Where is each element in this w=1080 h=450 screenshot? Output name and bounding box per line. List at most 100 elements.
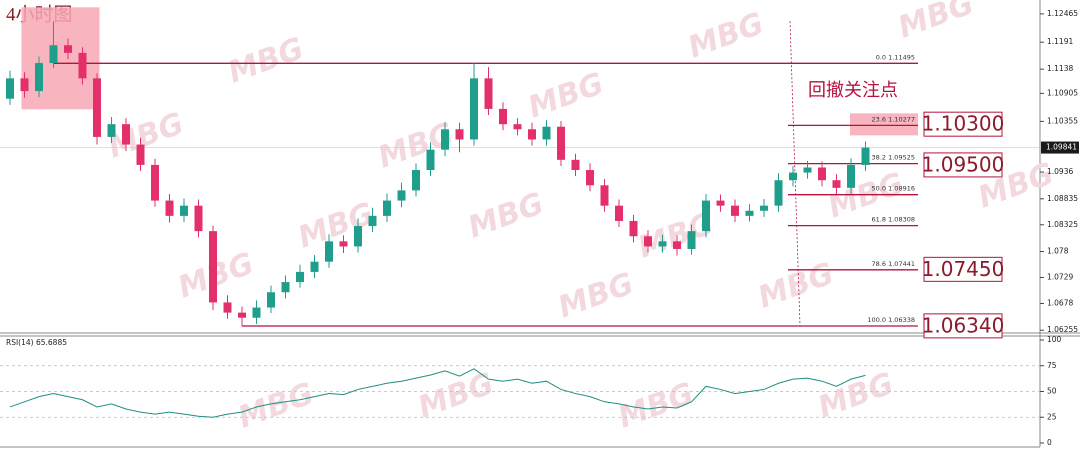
fib-value: 1.09525	[888, 154, 915, 162]
candle-body	[310, 261, 319, 272]
y-tick-label: 1.0936	[1047, 167, 1073, 176]
candle-body	[223, 302, 232, 313]
candle-body	[78, 52, 87, 79]
y-tick-label: 1.08835	[1047, 194, 1078, 203]
candle-body	[49, 45, 58, 64]
candle-body	[296, 271, 304, 283]
y-tick-label: 100	[1047, 335, 1062, 344]
candle-body	[238, 312, 246, 318]
candle-body	[557, 126, 565, 160]
fib-ratio: 50.0	[872, 185, 886, 193]
y-tick-label: 1.10355	[1047, 116, 1078, 125]
candle-body	[615, 205, 623, 221]
candle-body	[789, 172, 797, 181]
candle-body	[673, 241, 681, 249]
candle-body	[455, 129, 464, 140]
y-tick-label: 1.0729	[1047, 272, 1073, 281]
trap-zone	[21, 7, 100, 110]
fib-value: 1.07441	[888, 260, 915, 268]
candle-body	[412, 170, 420, 191]
candle-body	[267, 292, 275, 308]
fib-value: 1.08916	[888, 185, 915, 193]
candle-body	[368, 215, 377, 227]
last-price-label: 1.09841	[1046, 143, 1077, 152]
candle-body	[136, 144, 145, 165]
fib-label: 61.8 1.08308	[872, 216, 915, 224]
candle-body	[107, 124, 116, 137]
callout-box	[923, 152, 1003, 178]
candle-body	[513, 124, 522, 130]
candle-body	[731, 205, 739, 216]
y-tick-label: 1.078	[1047, 247, 1069, 256]
fib-highlight	[850, 113, 918, 136]
y-tick-label: 1.1138	[1047, 64, 1073, 73]
candle-body	[818, 167, 826, 181]
candle-body	[687, 231, 696, 249]
candle-body	[339, 241, 348, 247]
candle-body	[151, 164, 159, 201]
candle-body	[6, 78, 14, 99]
candle-body	[180, 205, 188, 216]
candle-body	[426, 149, 435, 171]
fib-label: 23.6 1.10277	[872, 115, 915, 123]
candle-body	[484, 78, 493, 109]
candle-body	[586, 170, 594, 186]
rsi-label: RSI(14) 65.6885	[6, 338, 67, 347]
y-tick-label: 1.0678	[1047, 298, 1073, 307]
fib-ratio: 0.0	[876, 53, 886, 61]
fib-label: 100.0 1.06338	[867, 316, 915, 324]
candle-body	[252, 307, 261, 318]
candle-body	[542, 126, 551, 140]
candle-body	[499, 108, 507, 125]
callout-label: 1.06340	[922, 313, 1005, 337]
callout-label: 1.07450	[922, 257, 1005, 281]
fib-value: 1.06338	[888, 316, 915, 324]
fib-value: 1.08308	[888, 216, 915, 224]
fib-label: 0.0 1.11495	[876, 53, 915, 61]
callout-box	[923, 256, 1003, 282]
candle-body	[64, 45, 72, 53]
y-tick-label: 25	[1047, 412, 1057, 421]
fib-ratio: 61.8	[872, 216, 886, 224]
callout-box	[923, 313, 1003, 339]
callout-label: 1.10300	[922, 112, 1005, 136]
candle-body	[281, 282, 290, 293]
annotation: 回撤关注点	[808, 80, 898, 101]
candle-body	[644, 236, 652, 247]
candle-body	[93, 78, 101, 137]
last-price-tag	[1041, 141, 1079, 154]
candle-body	[209, 231, 217, 303]
candle-body	[774, 180, 783, 206]
candle-body	[702, 200, 710, 232]
candle-body	[441, 129, 449, 150]
fib-ratio: 23.6	[872, 115, 886, 123]
candle-body	[658, 241, 667, 247]
candle-body	[803, 167, 812, 173]
candle-body	[528, 129, 536, 140]
candle-body	[470, 78, 478, 140]
candle-body	[35, 63, 43, 92]
fib-ratio: 100.0	[867, 316, 886, 324]
candle-body	[383, 200, 391, 216]
candle-body	[600, 185, 609, 206]
candle-body	[20, 78, 29, 92]
fib-label: 38.2 1.09525	[872, 154, 915, 162]
candle-body	[745, 210, 754, 216]
candle-body	[325, 241, 333, 262]
y-tick-label: 1.06255	[1047, 325, 1078, 334]
y-tick-label: 1.10905	[1047, 88, 1078, 97]
candle-body	[165, 200, 174, 216]
candle-body	[847, 164, 855, 188]
rsi-name: RSI(14)	[6, 338, 34, 347]
y-tick-label: 0	[1047, 438, 1052, 447]
candle-body	[397, 190, 406, 201]
y-tick-label: 1.1191	[1047, 37, 1073, 46]
candle-body	[194, 205, 203, 232]
fib-label: 78.6 1.07441	[872, 260, 915, 268]
fib-label: 50.0 1.08916	[872, 185, 915, 193]
candle-body	[122, 124, 130, 145]
candle-body	[760, 205, 768, 211]
y-tick-label: 1.08325	[1047, 220, 1078, 229]
rsi-line	[9, 368, 866, 418]
